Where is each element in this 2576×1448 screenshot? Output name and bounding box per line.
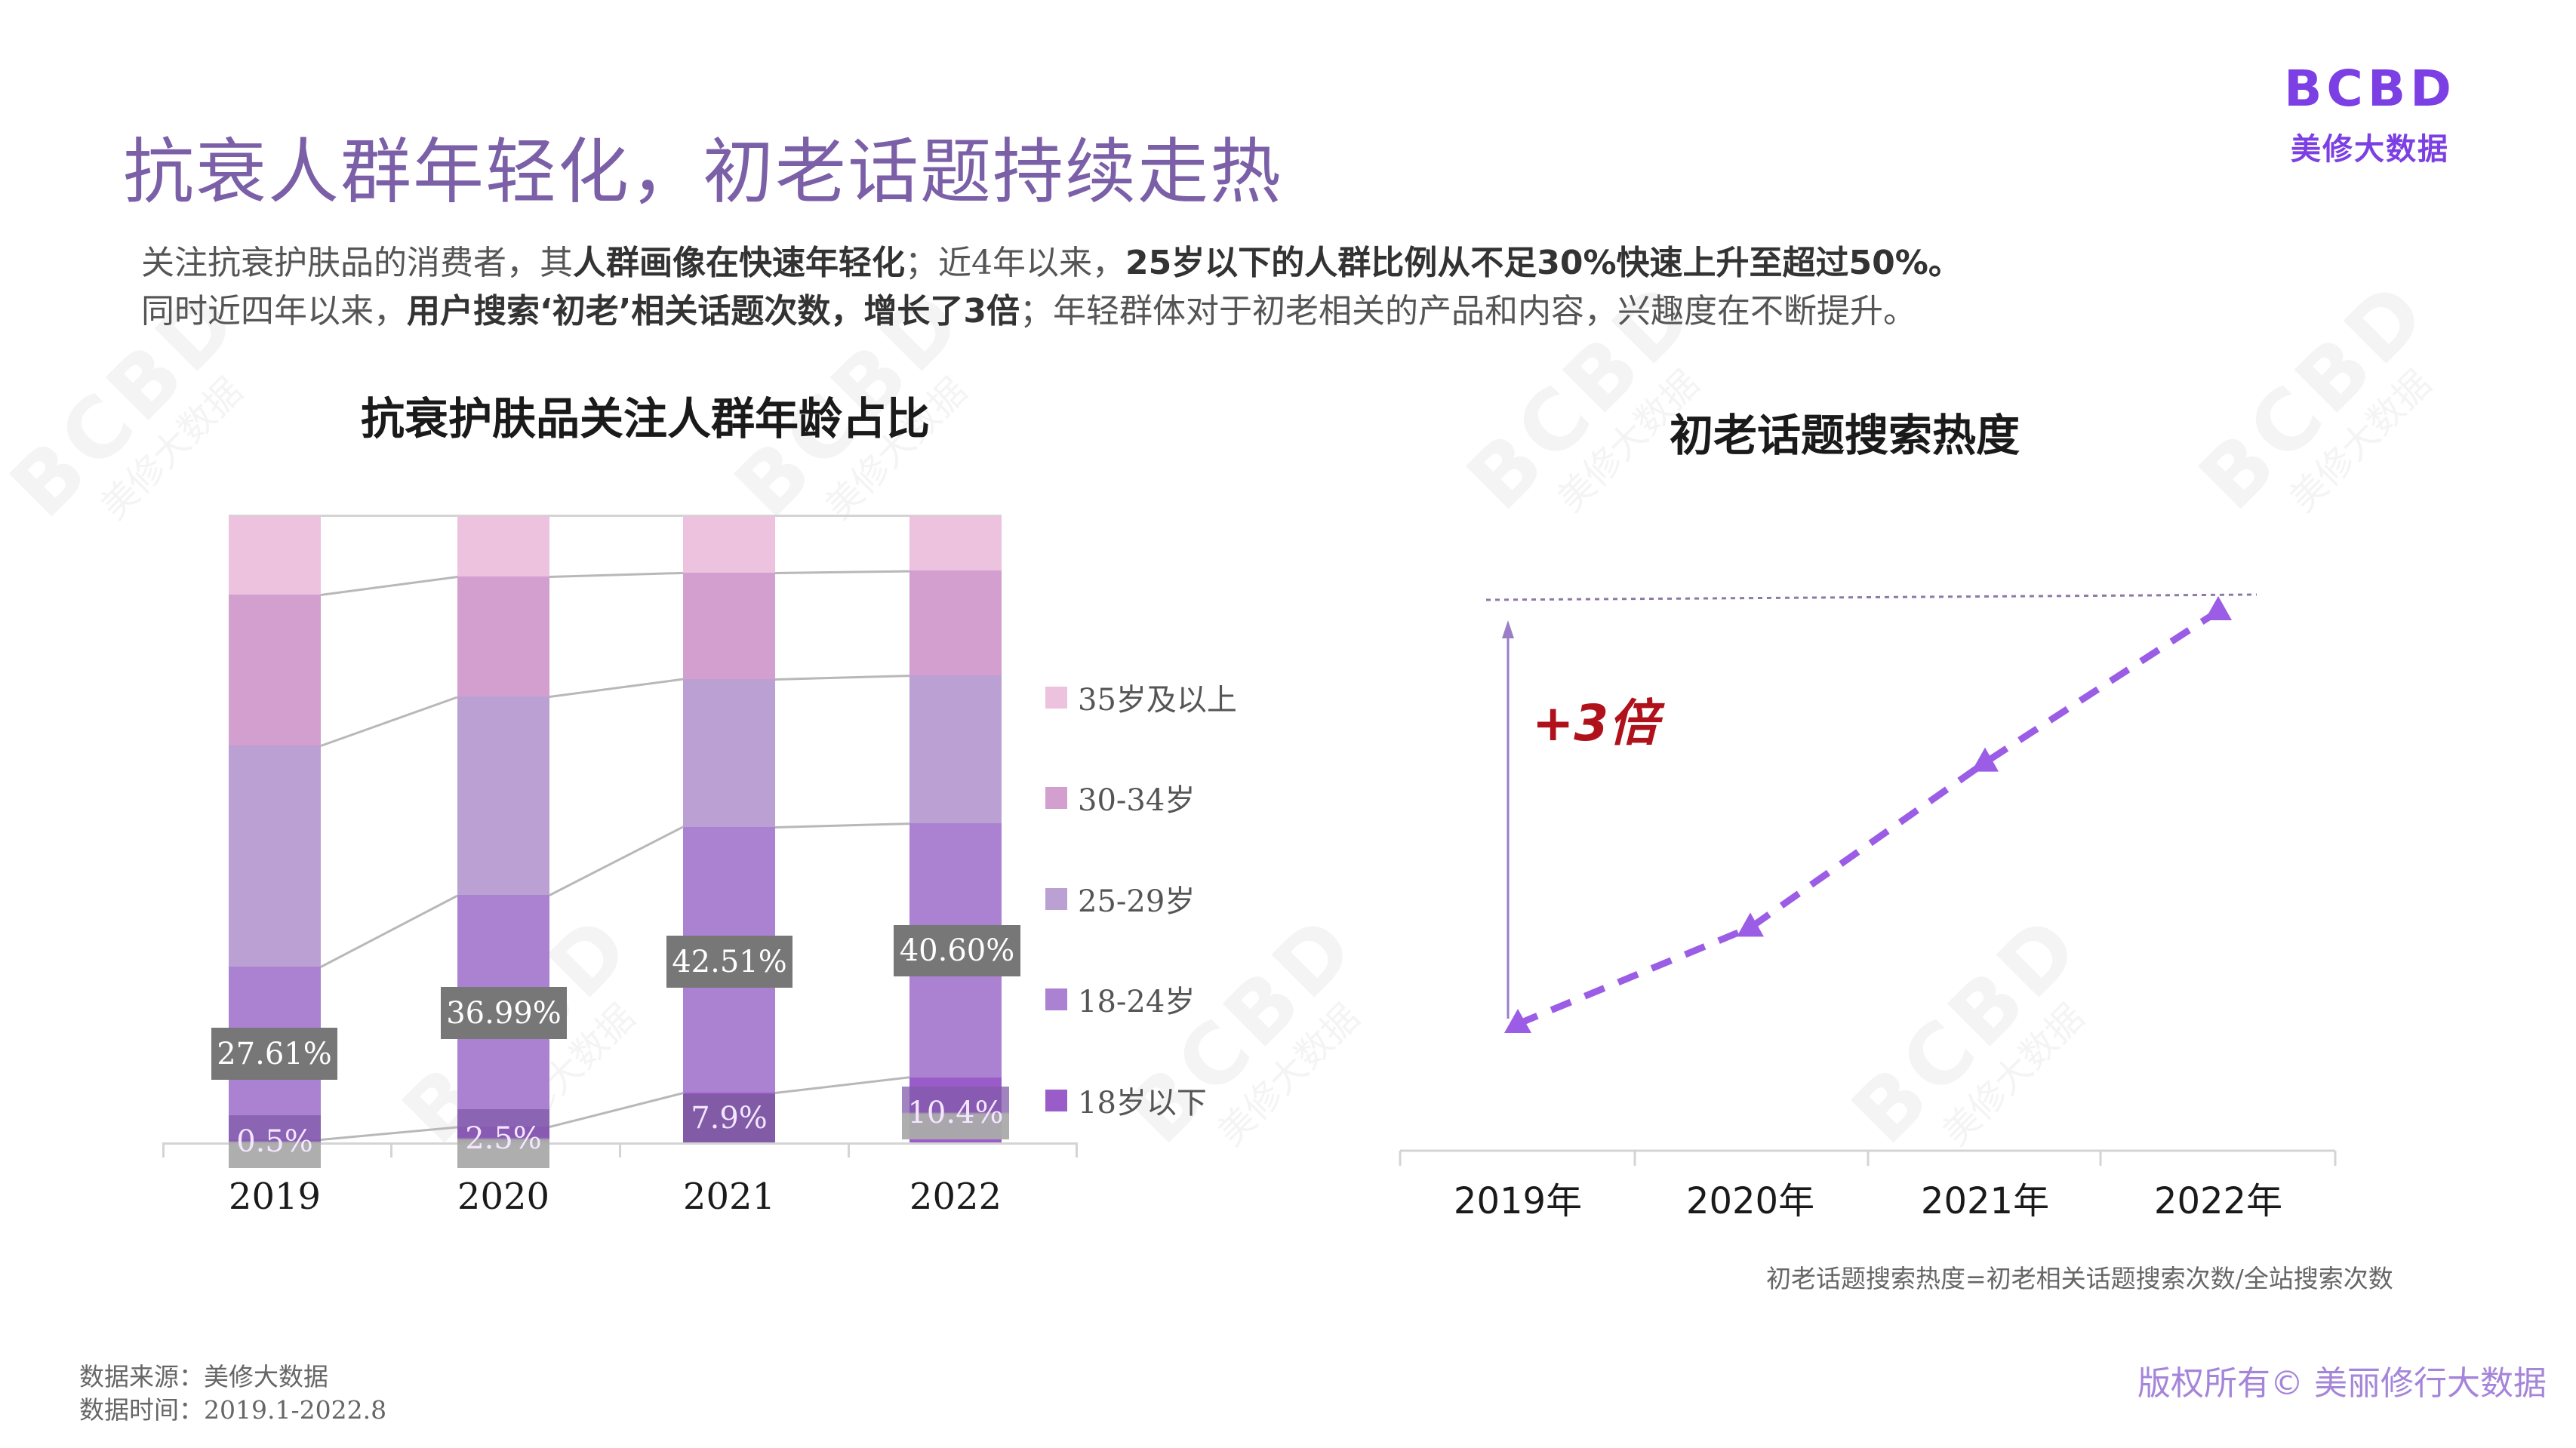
- data-source: 数据来源：美修大数据: [79, 1362, 328, 1391]
- bar-segment: [229, 594, 321, 746]
- data-label-18-24: 40.60%: [894, 925, 1020, 976]
- summary-text-run: 用户搜索‘初老’相关话题次数，增长了3倍: [407, 292, 1020, 330]
- legend-swatch: [1045, 988, 1067, 1010]
- data-period: 数据时间：2019.1-2022.8: [79, 1395, 387, 1425]
- age-chart-title: 抗衰护肤品关注人群年龄占比: [361, 393, 931, 444]
- summary-text-run: 关注抗衰护肤品的消费者，其: [141, 244, 573, 282]
- data-label-18-24: 42.51%: [666, 936, 792, 988]
- x-axis-label: 2021年: [1920, 1180, 2050, 1222]
- legend-item: 18-24岁: [1045, 977, 1195, 1021]
- legend-label: 18岁以下: [1078, 1086, 1207, 1121]
- legend-label: 25-29岁: [1078, 884, 1196, 919]
- search-heat-dashed-line: [1516, 608, 2221, 1028]
- bar-segment: [457, 576, 549, 697]
- data-label-under-18: 10.4%: [902, 1087, 1009, 1139]
- bar-segment: [683, 678, 775, 827]
- logo-mark: BCBD: [2284, 60, 2456, 118]
- summary-text-run: ；年轻群体对于初老相关的产品和内容，兴趣度在不断提升。: [1020, 292, 1917, 330]
- reference-dotted-line: [1485, 593, 2257, 601]
- triangle-marker-icon: [1971, 747, 1999, 772]
- triangle-marker-icon: [1737, 912, 1764, 937]
- data-label-18-24: 36.99%: [441, 987, 567, 1039]
- x-axis-label: 2020年: [1685, 1180, 1815, 1222]
- summary-line-1: 关注抗衰护肤品的消费者，其人群画像在快速年轻化；近4年以来，25岁以下的人群比例…: [141, 235, 1962, 284]
- x-axis-label: 2022年: [2153, 1180, 2283, 1222]
- x-axis-label: 2022: [909, 1176, 1002, 1218]
- x-axis-tick: [390, 1142, 392, 1157]
- page-title: 抗衰人群年轻化，初老话题持续走热: [123, 131, 1283, 214]
- bar-segment: [683, 572, 775, 679]
- legend-swatch: [1045, 786, 1067, 809]
- top-connector-line: [229, 515, 1002, 517]
- data-label-under-18: 0.5%: [229, 1115, 321, 1168]
- legend-swatch: [1045, 1089, 1067, 1111]
- summary-text-run: 同时近四年以来，: [141, 292, 407, 330]
- x-axis-tick: [619, 1142, 621, 1157]
- copyright-notice: 版权所有© 美丽修行大数据: [2137, 1364, 2547, 1403]
- search-heat-chart-title: 初老话题搜索热度: [1670, 410, 2020, 461]
- metric-definition-note: 初老话题搜索热度=初老相关话题搜索次数/全站搜索次数: [1766, 1264, 2393, 1293]
- bar-segment: [229, 515, 321, 595]
- bar-segment: [909, 570, 1002, 675]
- summary-line-2: 同时近四年以来，用户搜索‘初老’相关话题次数，增长了3倍；年轻群体对于初老相关的…: [141, 284, 1916, 332]
- data-label-under-18: 2.5%: [457, 1109, 549, 1168]
- triangle-marker-icon: [2205, 596, 2232, 620]
- bar-segment: [683, 515, 775, 573]
- bar-segment: [909, 675, 1002, 823]
- bar-segment: [229, 745, 321, 967]
- x-axis-tick: [848, 1142, 850, 1157]
- triangle-marker-icon: [1504, 1009, 1531, 1033]
- legend-item: 18岁以下: [1045, 1078, 1207, 1122]
- legend-label: 18-24岁: [1078, 985, 1196, 1019]
- logo-subtitle: 美修大数据: [2291, 132, 2449, 167]
- brand-logo: BCBD 美修大数据: [2279, 64, 2461, 168]
- x-axis-label: 2019年: [1453, 1180, 1583, 1222]
- x-axis-tick: [1076, 1142, 1078, 1157]
- x-axis-tick: [162, 1142, 165, 1157]
- summary-text-run: ；近4年以来，: [905, 244, 1125, 282]
- summary-text-run: 25岁以下的人群比例从不足30%快速上升至超过50%。: [1125, 244, 1962, 282]
- bar-segment: [909, 516, 1002, 571]
- legend-item: 35岁及以上: [1045, 675, 1237, 719]
- growth-annotation: +3倍: [1532, 694, 1659, 752]
- legend-swatch: [1045, 686, 1067, 709]
- arrow-up-icon: [1502, 620, 1514, 638]
- legend-item: 30-34岁: [1045, 776, 1195, 819]
- data-label-18-24: 27.61%: [211, 1028, 337, 1080]
- legend-label: 30-34岁: [1078, 783, 1196, 818]
- data-label-under-18: 7.9%: [683, 1094, 775, 1142]
- legend-label: 35岁及以上: [1078, 683, 1237, 718]
- bar-segment: [457, 516, 549, 576]
- bar-segment: [457, 696, 549, 896]
- x-axis-label: 2021: [682, 1176, 776, 1218]
- legend-item: 25-29岁: [1045, 877, 1195, 921]
- x-axis-label: 2019: [228, 1176, 322, 1218]
- summary-text-run: 人群画像在快速年轻化: [573, 244, 905, 282]
- legend-swatch: [1045, 887, 1067, 910]
- x-axis-label: 2020: [457, 1176, 550, 1218]
